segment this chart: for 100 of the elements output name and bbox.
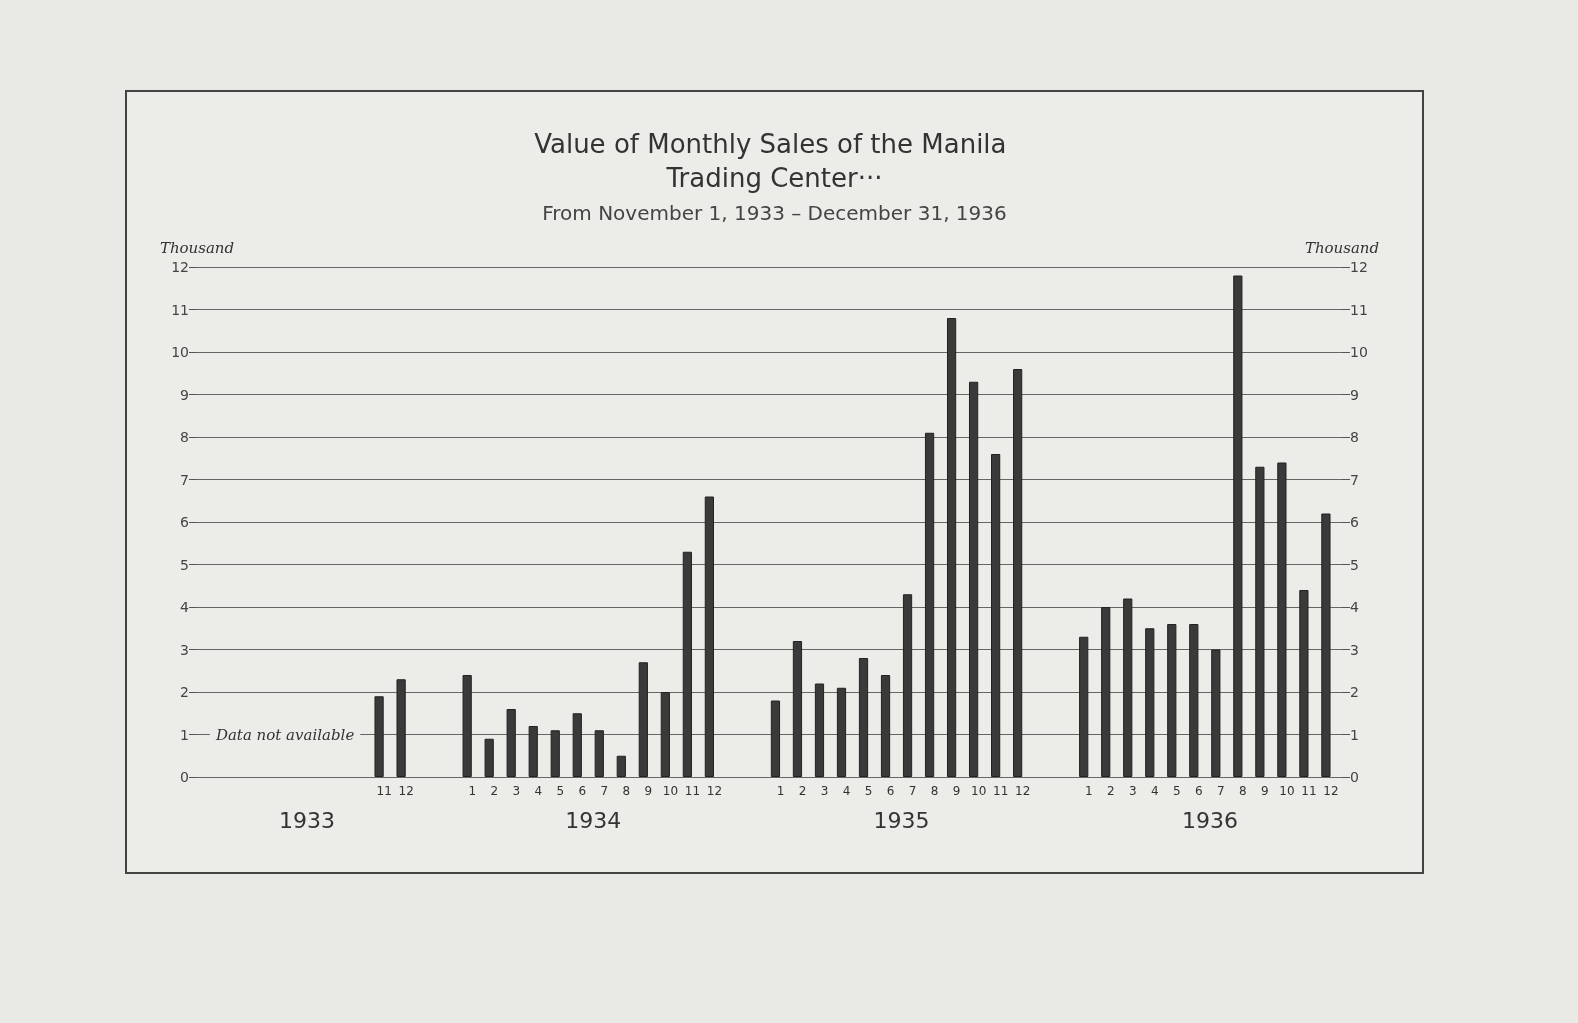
y2-tick-label: 11	[1350, 301, 1368, 318]
y2-tick-label: 3	[1350, 641, 1359, 658]
x-tick-label: 10	[1279, 784, 1295, 798]
bar	[1013, 369, 1023, 777]
y-tick-label: 6	[180, 514, 190, 530]
y2-tick-label: 2	[1350, 684, 1359, 700]
bar	[682, 551, 692, 777]
x-tick-label: 4	[842, 784, 851, 798]
bar	[594, 730, 604, 777]
x-tick-label: 4	[1151, 784, 1159, 798]
y2-axis-title: Thousand	[1304, 238, 1380, 257]
x-tick-label: 4	[534, 784, 543, 798]
bar	[1255, 466, 1265, 777]
x-tick-label: 12	[1323, 784, 1339, 798]
bar	[550, 730, 560, 777]
x-tick-label: 12	[706, 784, 723, 798]
bar	[1189, 624, 1199, 777]
bar	[704, 496, 714, 777]
y-tick-label: 3	[180, 641, 189, 658]
x-tick-label: 8	[930, 784, 939, 798]
bar	[484, 738, 494, 777]
x-tick-label: 3	[512, 784, 521, 798]
x-tick-label: 5	[556, 784, 565, 798]
bar	[1277, 462, 1287, 777]
bar	[528, 726, 538, 777]
x-tick-label: 2	[798, 784, 807, 798]
x-tick-label: 6	[1195, 784, 1203, 798]
bar	[638, 662, 648, 777]
bar	[1101, 607, 1111, 777]
bar	[1233, 275, 1243, 777]
bar	[506, 709, 516, 777]
y2-tick-label: 8	[1350, 429, 1359, 445]
bar	[880, 675, 891, 777]
x-tick-label: 9	[952, 784, 961, 798]
bar	[902, 594, 913, 777]
x-tick-label: 1	[468, 784, 477, 798]
bar	[814, 683, 825, 777]
bar	[924, 432, 935, 777]
x-tick-label: 2	[490, 784, 499, 798]
y2-tick-label: 1	[1350, 726, 1359, 743]
y-tick-label: 9	[180, 386, 189, 403]
x-tick-label: 11	[684, 784, 701, 798]
y-tick-label: 10	[171, 344, 189, 360]
x-tick-label: 7	[1217, 784, 1225, 798]
x-tick-label: 10	[971, 784, 987, 798]
bar	[616, 755, 626, 777]
bar	[1299, 590, 1309, 777]
x-tick-label: 9	[644, 784, 653, 798]
bar	[1167, 624, 1177, 777]
y2-tick-label: 4	[1350, 599, 1359, 615]
bar	[1079, 636, 1089, 777]
bar	[374, 696, 384, 777]
x-tick-label: 7	[908, 784, 917, 798]
y-tick-label: 7	[180, 471, 189, 488]
y2-tick-label: 10	[1350, 344, 1368, 360]
x-tick-label: 10	[662, 784, 679, 798]
x-tick-label: 11	[993, 784, 1009, 798]
y-tick-label: 11	[171, 301, 189, 318]
y-tick-label: 1	[180, 726, 189, 743]
y2-tick-label: 6	[1350, 514, 1359, 530]
x-tick-label: 11	[376, 784, 392, 798]
y2-tick-label: 0	[1350, 769, 1359, 785]
bar	[792, 641, 803, 777]
x-tick-label: 5	[864, 784, 873, 798]
y2-tick-label: 7	[1350, 471, 1359, 488]
bar	[1123, 598, 1133, 777]
x-tick-label: 8	[1239, 784, 1247, 798]
text: 1933	[279, 807, 336, 833]
chart-title: Value of Monthly Sales of the Manila Trading Center···	[534, 129, 1015, 193]
annotation: Data not available	[214, 725, 355, 744]
bar	[770, 700, 781, 777]
y2-tick-label: 9	[1350, 386, 1359, 403]
bar	[858, 658, 869, 777]
x-tick-label: 5	[1173, 784, 1181, 798]
bar	[572, 713, 582, 777]
chart-subtitle: From November 1, 1933 – December 31, 1936	[542, 201, 1007, 225]
y-axis-title: Thousand	[159, 238, 235, 257]
bar	[968, 381, 979, 777]
x-tick-label: 7	[600, 784, 609, 798]
x-tick-label: 12	[1015, 784, 1031, 798]
bar	[1145, 628, 1155, 777]
x-tick-label: 3	[1129, 784, 1137, 798]
x-tick-label: 12	[398, 784, 414, 798]
text: 1935	[873, 807, 930, 833]
text: 1936	[1181, 807, 1238, 833]
bar	[396, 679, 406, 777]
x-tick-label: 1	[776, 784, 785, 798]
bar	[836, 687, 847, 777]
y-tick-label: 2	[180, 684, 189, 700]
y-tick-label: 12	[171, 259, 189, 275]
x-tick-label: 2	[1106, 784, 1115, 798]
bar	[1211, 649, 1221, 777]
x-tick-label: 3	[820, 784, 829, 798]
y-tick-label: 0	[180, 769, 189, 785]
y-tick-label: 5	[180, 556, 189, 573]
x-tick-label: 11	[1301, 784, 1317, 798]
x-tick-label: 6	[578, 784, 587, 798]
y2-tick-label: 12	[1350, 259, 1368, 275]
x-tick-label: 1	[1084, 784, 1093, 798]
y-tick-label: 4	[180, 599, 190, 615]
